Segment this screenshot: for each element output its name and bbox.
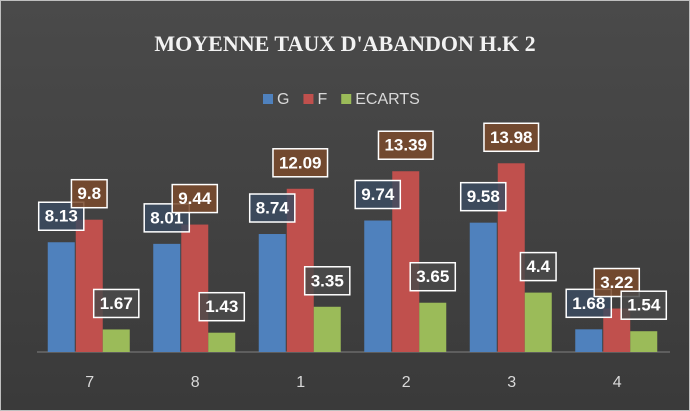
data-label-box <box>620 290 668 320</box>
data-label-box <box>303 266 351 296</box>
bar <box>575 329 603 352</box>
legend-label: G <box>277 91 289 108</box>
data-label-box <box>171 183 219 214</box>
legend-label: ECARTS <box>355 91 420 108</box>
data-label-box <box>409 261 457 292</box>
bar <box>258 234 286 352</box>
data-label: 1.67 <box>100 294 133 313</box>
legend-marker <box>263 94 273 104</box>
data-label: 3.22 <box>600 273 633 292</box>
bar <box>524 292 552 352</box>
data-label-box <box>248 193 296 223</box>
x-tick-label: 8 <box>191 374 200 391</box>
data-label: 1.43 <box>205 297 238 316</box>
data-label-box <box>483 122 540 153</box>
bar <box>181 224 209 352</box>
data-label-box <box>272 148 329 178</box>
bar <box>364 220 392 352</box>
data-label: 1.54 <box>627 296 661 315</box>
data-label: 4.4 <box>526 257 550 276</box>
data-label-box <box>377 130 434 160</box>
bar <box>208 332 236 352</box>
data-label-box <box>354 179 402 210</box>
bar <box>630 331 658 352</box>
data-label: 1.68 <box>572 294 605 313</box>
data-label: 9.8 <box>77 184 101 203</box>
bar <box>419 302 447 352</box>
data-label-box <box>70 178 108 209</box>
data-label: 3.65 <box>416 267 449 286</box>
bar <box>75 219 103 352</box>
data-label: 12.09 <box>279 153 322 172</box>
x-tick-label: 2 <box>402 374 411 391</box>
data-label: 8.13 <box>45 207 78 226</box>
x-tick-label: 1 <box>296 374 305 391</box>
legend-marker <box>303 94 314 104</box>
bar <box>153 243 181 352</box>
data-label-box <box>459 181 507 212</box>
data-label: 3.35 <box>311 271 344 290</box>
data-label: 13.98 <box>490 128 533 147</box>
data-label-box <box>519 251 557 282</box>
legend-label: F <box>317 91 327 108</box>
bar <box>313 306 341 352</box>
data-label-box <box>92 288 140 319</box>
data-label-box <box>198 291 246 322</box>
data-label: 9.74 <box>361 185 395 204</box>
bar <box>102 329 130 352</box>
legend-marker <box>341 94 352 104</box>
data-label: 9.58 <box>467 187 500 206</box>
data-label: 13.39 <box>384 136 427 155</box>
chart-title: MOYENNE TAUX D'ABANDON H.K 2 <box>154 31 535 56</box>
x-tick-label: 3 <box>507 374 516 391</box>
bar <box>469 222 497 352</box>
data-label: 9.44 <box>178 189 212 208</box>
x-tick-label: 4 <box>613 374 622 391</box>
bar <box>47 242 75 352</box>
x-tick-label: 7 <box>85 374 94 391</box>
data-label: 8.74 <box>256 198 290 217</box>
